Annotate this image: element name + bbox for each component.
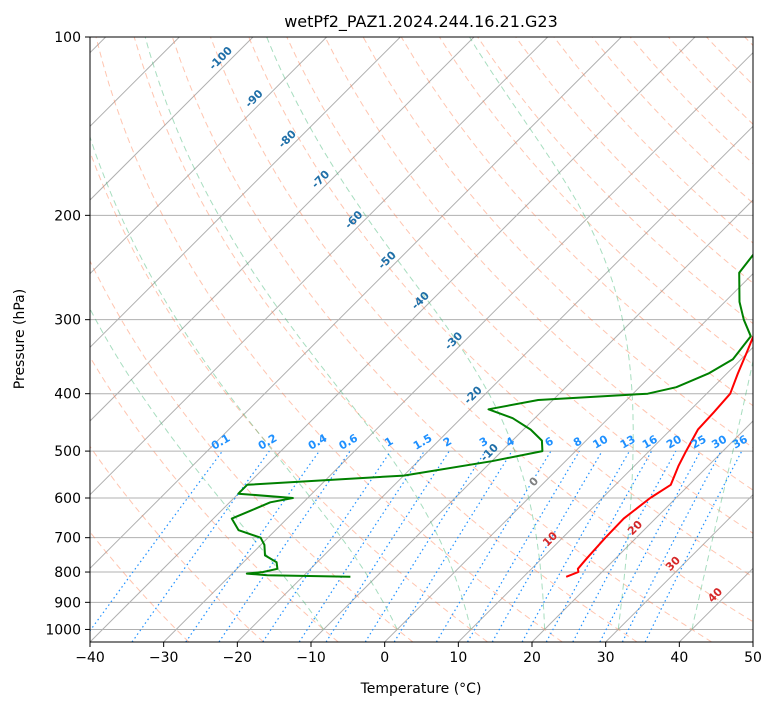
plot-area (90, 37, 753, 642)
y-tick-label: 900 (54, 595, 81, 611)
x-tick-label: 30 (597, 650, 615, 666)
y-tick-label: 800 (54, 565, 81, 581)
y-tick-label: 1000 (45, 622, 81, 638)
y-tick-label: 300 (54, 313, 81, 329)
chart-title: wetPf2_PAZ1.2024.244.16.21.G23 (284, 12, 558, 32)
x-tick-label: 0 (380, 650, 389, 666)
x-tick-label: 10 (449, 650, 467, 666)
y-tick-label: 400 (54, 387, 81, 403)
y-tick-label: 100 (54, 30, 81, 46)
x-tick-label: 20 (523, 650, 541, 666)
y-tick-label: 500 (54, 444, 81, 460)
x-axis-label: Temperature (°C) (360, 681, 482, 697)
y-axis-label: Pressure (hPa) (12, 289, 28, 389)
y-tick-label: 600 (54, 491, 81, 507)
x-tick-label: −20 (223, 650, 253, 666)
x-tick-label: 50 (744, 650, 762, 666)
x-tick-label: −30 (149, 650, 179, 666)
y-tick-label: 700 (54, 531, 81, 547)
x-tick-label: −40 (75, 650, 105, 666)
y-tick-label: 200 (54, 208, 81, 224)
x-tick-label: −10 (296, 650, 326, 666)
x-tick-label: 40 (670, 650, 688, 666)
